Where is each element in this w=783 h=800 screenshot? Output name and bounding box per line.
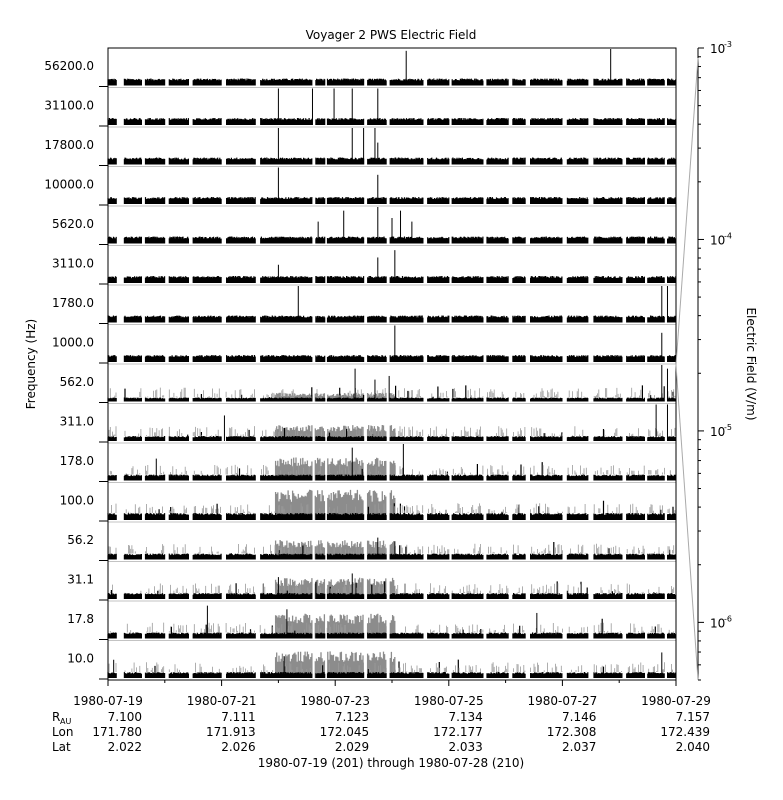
panel-1780.0: 1780.0 — [52, 296, 677, 325]
panel-56.2: 56.2 — [67, 533, 677, 562]
signal-band — [107, 78, 677, 86]
x-axis-label: 1980-07-19 (201) through 1980-07-28 (210… — [258, 756, 524, 770]
channel-label: 100.0 — [60, 493, 94, 507]
colorbar-tick-exponent: -3 — [724, 40, 732, 49]
signal-band — [107, 276, 677, 283]
x-tick-label: 1980-07-27 — [528, 694, 598, 708]
channel-label: 10.0 — [67, 651, 94, 665]
signal-band — [107, 118, 677, 125]
noise-fringe — [108, 543, 675, 554]
enhanced-signal — [274, 457, 396, 481]
channel-label: 17800.0 — [44, 138, 94, 152]
colorbar-tick-exponent: -5 — [724, 423, 732, 432]
channel-label: 31100.0 — [44, 98, 94, 112]
panel-3110.0: 3110.0 — [52, 256, 677, 286]
channel-label: 31.1 — [67, 572, 94, 586]
channel-label: 311.0 — [60, 414, 94, 428]
ephemeris-value: 172.308 — [547, 725, 597, 739]
channel-label: 56200.0 — [44, 59, 94, 73]
x-axis-ticks: 1980-07-19 1980-07-21 1980-07-23 1980-07-25… — [73, 680, 711, 708]
panel-5620.0: 5620.0 — [52, 217, 677, 246]
enhanced-signal — [274, 425, 396, 441]
ephemeris-value: 7.146 — [562, 710, 596, 724]
ephemeris-label: Lon — [52, 725, 73, 739]
channel-label: 10000.0 — [44, 177, 94, 191]
panel-17.8: 17.8 — [67, 612, 677, 641]
panel-31100.0: 31100.0 — [44, 98, 677, 128]
colorbar-wedge-bottom — [675, 364, 699, 681]
ephemeris-value: 172.177 — [433, 725, 483, 739]
ephemeris-label: Lat — [52, 740, 71, 754]
x-tick-label: 1980-07-21 — [187, 694, 257, 708]
panel-311.0: 311.0 — [60, 414, 677, 444]
enhanced-signal — [274, 489, 396, 520]
signal-band — [107, 157, 677, 165]
ephemeris-value: 2.040 — [676, 740, 710, 754]
ephemeris-value: 172.045 — [320, 725, 370, 739]
ephemeris-value: 172.439 — [660, 725, 710, 739]
enhanced-signal — [274, 577, 396, 599]
x-tick-label: 1980-07-25 — [414, 694, 484, 708]
chart-title: Voyager 2 PWS Electric Field — [306, 28, 477, 42]
panel-10.0: 10.0 — [67, 651, 677, 681]
ephemeris-value: 7.134 — [448, 710, 482, 724]
channel-label: 17.8 — [67, 612, 94, 626]
noise-fringe — [109, 583, 677, 593]
colorbar-tick-label: 10 — [710, 233, 725, 247]
channel-label: 5620.0 — [52, 217, 94, 231]
channel-label: 1000.0 — [52, 335, 94, 349]
panel-10000.0: 10000.0 — [44, 177, 677, 207]
signal-band — [107, 197, 677, 204]
frequency-panels: 56200.0 31100.0 17800.0 10000.0 5620.0 3110.0… — [44, 49, 677, 681]
noise-fringe — [108, 426, 677, 436]
x-tick-label: 1980-07-23 — [300, 694, 370, 708]
panel-178.0: 178.0 — [60, 454, 677, 483]
enhanced-signal — [274, 540, 396, 560]
panel-100.0: 100.0 — [60, 489, 677, 523]
panel-56200.0: 56200.0 — [44, 59, 677, 88]
ephemeris-value: 2.026 — [221, 740, 255, 754]
colorbar-tick-label: 10 — [710, 616, 725, 630]
colorbar-tick-exponent: -4 — [724, 231, 732, 240]
signal-band — [107, 315, 677, 323]
ephemeris-value: 7.157 — [676, 710, 710, 724]
colorbar-tick-exponent: -6 — [724, 614, 732, 623]
ephemeris-table: R AU 7.100 7.111 7.123 7.134 7.146 7.157 Lon 171.… — [52, 710, 710, 754]
ephemeris-value: 171.913 — [206, 725, 256, 739]
ephemeris-value: 2.029 — [335, 740, 369, 754]
colorbar: 10-310-410-510-6 — [675, 40, 732, 681]
ephemeris-value: 7.100 — [108, 710, 142, 724]
colorbar-wedge-top — [675, 57, 699, 366]
colorbar-tick-label: 10 — [710, 42, 725, 56]
channel-label: 56.2 — [67, 533, 94, 547]
enhanced-signal — [274, 651, 396, 678]
noise-fringe — [111, 503, 677, 513]
colorbar-tick-label: 10 — [710, 425, 725, 439]
panel-17800.0: 17800.0 — [44, 138, 677, 167]
ephemeris-value: 171.780 — [92, 725, 142, 739]
panel-31.1: 31.1 — [67, 572, 677, 602]
x-tick-label: 1980-07-19 — [73, 694, 143, 708]
ephemeris-sublabel: AU — [60, 717, 71, 726]
ephemeris-value: 2.033 — [448, 740, 482, 754]
colorbar-label: Electric Field (V/m) — [744, 307, 758, 420]
ephemeris-value: 2.022 — [108, 740, 142, 754]
channel-label: 1780.0 — [52, 296, 94, 310]
ephemeris-label: R — [52, 710, 60, 724]
ephemeris-value: 7.111 — [221, 710, 255, 724]
x-tick-label: 1980-07-29 — [641, 694, 711, 708]
ephemeris-value: 7.123 — [335, 710, 369, 724]
signal-band — [107, 355, 677, 362]
ephemeris-value: 2.037 — [562, 740, 596, 754]
noise-fringe — [109, 464, 671, 475]
channel-label: 562.0 — [60, 375, 94, 389]
y-axis-label: Frequency (Hz) — [24, 319, 38, 410]
channel-label: 3110.0 — [52, 256, 94, 270]
panel-1000.0: 1000.0 — [52, 335, 677, 365]
panel-562.0: 562.0 — [60, 375, 677, 404]
channel-label: 178.0 — [60, 454, 94, 468]
